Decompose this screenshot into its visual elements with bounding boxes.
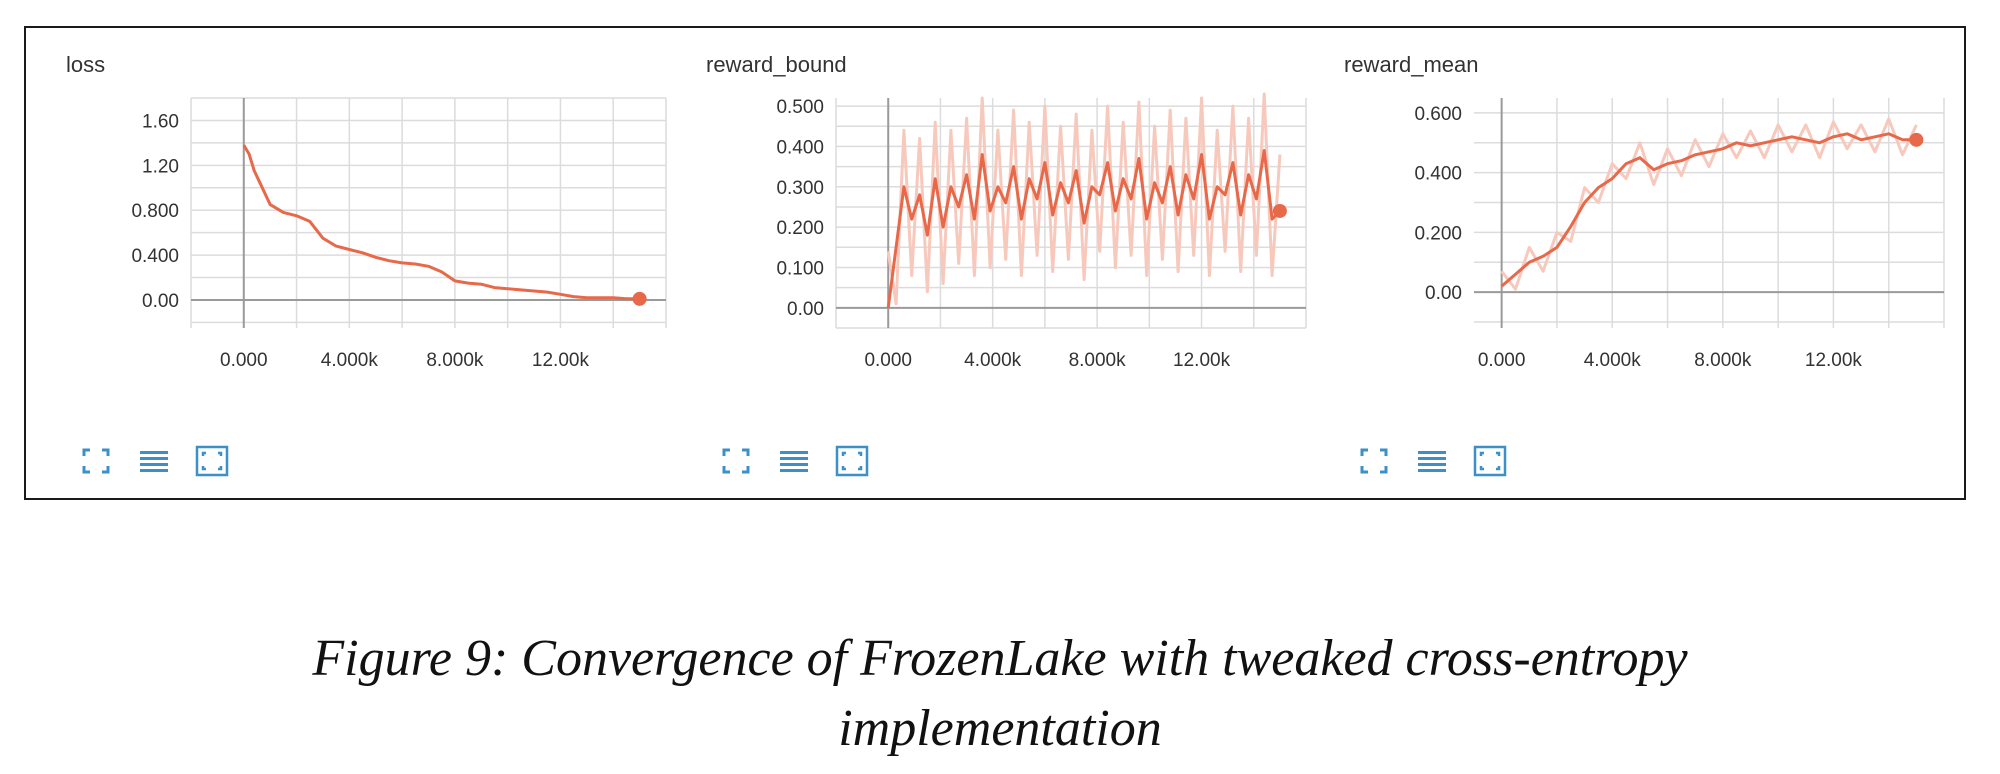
expand-icon[interactable] (1356, 444, 1392, 478)
fit-domain-icon[interactable] (1472, 444, 1508, 478)
series-line (242, 144, 640, 301)
loss-chart: 0.00 0.400 0.800 1.20 1.60 0.000 4.000k 8.000k 1… (131, 97, 667, 371)
x-tick-label: 0.000 (1478, 350, 1526, 371)
y-tick-label: 0.100 (776, 258, 824, 279)
x-tick-label: 0.000 (220, 350, 268, 371)
x-tick-label: 8.000k (426, 350, 484, 371)
x-tick-label: 4.000k (964, 350, 1022, 371)
data-list-icon[interactable] (1414, 444, 1450, 478)
y-tick-label: 0.400 (1414, 164, 1462, 185)
series-end-point (1272, 203, 1287, 218)
caption-line-2: implementation (838, 700, 1162, 757)
y-tick-label: 0.00 (787, 299, 824, 320)
y-tick-label: 0.00 (142, 291, 179, 312)
chart-title: loss (66, 52, 106, 77)
y-tick-label: 1.60 (142, 111, 179, 132)
data-list-icon[interactable] (136, 444, 172, 478)
chart-panel-reward-mean: reward_mean 0.00 0.200 0.400 0.600 0.000 4.00… (1314, 28, 1954, 498)
fit-domain-icon[interactable] (194, 444, 230, 478)
series-end-point (632, 291, 647, 306)
expand-icon[interactable] (78, 444, 114, 478)
figure-caption: Figure 9: Convergence of FrozenLake with… (0, 624, 2000, 764)
x-tick-label: 8.000k (1069, 350, 1127, 371)
y-tick-label: 0.400 (776, 137, 824, 158)
x-tick-label: 0.000 (864, 350, 912, 371)
x-tick-label: 12.00k (532, 350, 590, 371)
chart-panel-loss: loss 0.00 0.400 0.800 1.20 1.60 0.000 4.000k 8.… (36, 28, 676, 498)
reward-mean-chart: 0.00 0.200 0.400 0.600 0.000 4.000k 8.000k 12.0… (1414, 98, 1945, 371)
chart-title: reward_bound (706, 52, 847, 77)
y-tick-label: 0.800 (131, 201, 179, 222)
x-tick-label: 4.000k (1584, 350, 1642, 371)
y-tick-label: 1.20 (142, 156, 179, 177)
chart-title: reward_mean (1344, 52, 1479, 77)
series-raw-line (1500, 117, 1918, 291)
y-tick-label: 0.500 (776, 97, 824, 118)
x-tick-label: 8.000k (1694, 350, 1752, 371)
series-raw-line (886, 92, 1282, 306)
y-tick-label: 0.300 (776, 178, 824, 199)
y-tick-label: 0.400 (131, 246, 179, 267)
series-line (886, 149, 1281, 308)
x-tick-label: 4.000k (321, 350, 379, 371)
figure-frame: loss 0.00 0.400 0.800 1.20 1.60 0.000 4.000k 8.… (24, 26, 1966, 500)
reward-bound-chart: 0.00 0.100 0.200 0.300 0.400 0.500 0.000 4.000k… (776, 92, 1307, 371)
fit-domain-icon[interactable] (834, 444, 870, 478)
y-tick-label: 0.600 (1414, 104, 1462, 125)
expand-icon[interactable] (718, 444, 754, 478)
y-tick-label: 0.00 (1425, 283, 1462, 304)
x-tick-label: 12.00k (1173, 350, 1231, 371)
series-end-point (1909, 132, 1924, 147)
caption-line-1: Figure 9: Convergence of FrozenLake with… (312, 630, 1688, 687)
y-tick-label: 0.200 (776, 218, 824, 239)
series-line (1500, 132, 1917, 288)
data-list-icon[interactable] (776, 444, 812, 478)
y-tick-label: 0.200 (1414, 223, 1462, 244)
chart-panel-reward-bound: reward_bound 0.00 0.100 0.200 0.300 0.400 0.5… (676, 28, 1316, 498)
x-tick-label: 12.00k (1805, 350, 1863, 371)
